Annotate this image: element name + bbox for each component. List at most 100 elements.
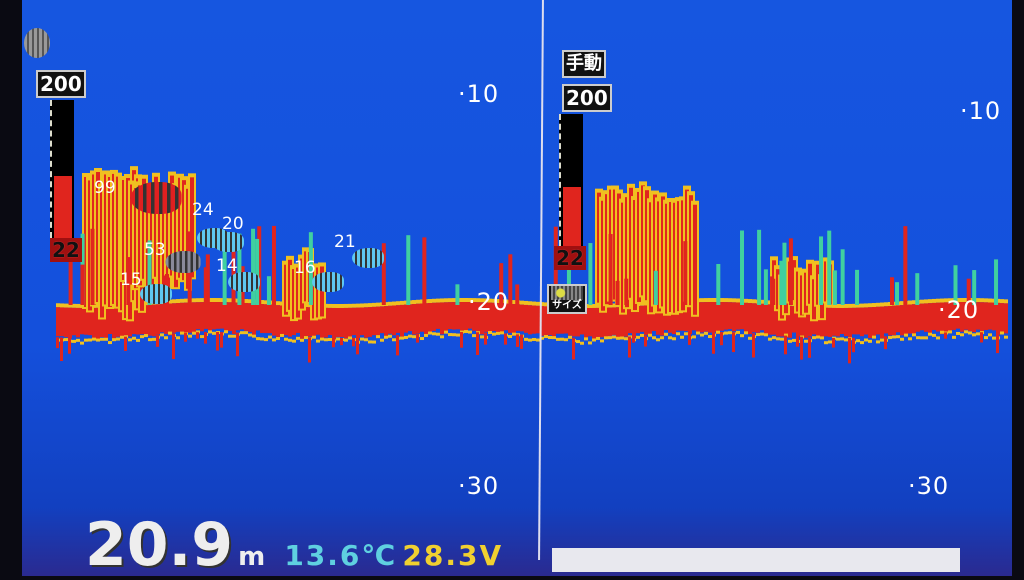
bottom-echo <box>512 300 516 305</box>
echo-column <box>608 234 613 305</box>
bottom-echo <box>920 299 924 304</box>
bottom-echo <box>1004 299 1008 304</box>
bottom-echo <box>872 303 876 308</box>
bottom-echo <box>76 307 80 338</box>
bottom-echo <box>628 306 632 334</box>
size-button[interactable]: サイズ <box>547 284 587 314</box>
bottom-echo <box>920 303 924 331</box>
bottom-echo <box>528 301 532 306</box>
bottom-echo <box>536 338 540 342</box>
bottom-echo <box>332 307 336 340</box>
left-gain-gauge[interactable] <box>50 100 74 238</box>
bottom-echo <box>672 337 676 341</box>
fish-size-label: 21 <box>334 232 356 252</box>
left-gain-value[interactable]: 200 <box>36 70 86 98</box>
bottom-echo <box>328 307 332 336</box>
bottom-echo <box>156 334 159 347</box>
bottom-echo <box>460 298 464 303</box>
bottom-echo <box>300 338 304 342</box>
echo-column <box>90 228 95 305</box>
fish-icon <box>352 248 384 268</box>
bottom-echo <box>316 307 320 335</box>
bottom-echo <box>308 307 312 337</box>
bottom-echo <box>676 332 680 336</box>
echo-column <box>624 278 629 305</box>
fish-school-echo <box>190 177 194 278</box>
bottom-echo <box>580 341 584 345</box>
bottom-echo <box>768 300 772 305</box>
bottom-echo <box>72 339 76 343</box>
bottom-echo <box>504 303 508 331</box>
bottom-echo <box>932 298 936 303</box>
echo-column <box>80 264 85 305</box>
bottom-echo <box>304 307 308 338</box>
bottom-echo <box>980 332 983 343</box>
bottom-echo <box>536 301 540 306</box>
bottom-echo <box>248 333 252 337</box>
bottom-echo <box>464 298 468 303</box>
bottom-echo <box>320 307 324 339</box>
bottom-echo <box>60 337 63 362</box>
scroll-bar[interactable] <box>552 548 960 572</box>
bottom-echo <box>400 304 404 337</box>
bottom-echo <box>468 298 472 303</box>
bottom-echo <box>300 306 304 339</box>
bottom-echo <box>64 303 68 308</box>
bottom-echo <box>808 307 812 337</box>
bottom-echo <box>948 302 952 334</box>
echo-column <box>855 269 860 305</box>
bottom-echo <box>480 302 484 335</box>
echo-column <box>832 270 837 305</box>
echo-column <box>653 270 658 305</box>
bottom-echo <box>756 303 760 333</box>
bottom-echo <box>464 330 468 334</box>
fish-size-icon <box>551 286 583 300</box>
bottom-echo <box>128 338 132 342</box>
right-gain-gauge[interactable] <box>559 114 583 246</box>
bottom-echo <box>748 303 752 335</box>
bottom-echo <box>416 333 419 343</box>
right-gain-value[interactable]: 200 <box>562 84 612 112</box>
bottom-echo <box>740 334 744 338</box>
bottom-echo <box>856 339 860 343</box>
bottom-echo <box>696 302 700 333</box>
bottom-echo <box>432 332 436 336</box>
bottom-echo <box>864 307 868 335</box>
bottom-echo <box>468 302 472 329</box>
bottom-echo <box>644 301 648 306</box>
bottom-echo <box>888 336 892 340</box>
bottom-echo <box>976 332 980 336</box>
bottom-echo <box>516 334 519 347</box>
bottom-echo <box>872 307 876 338</box>
echo-column <box>231 234 236 305</box>
bottom-echo <box>144 334 148 338</box>
bottom-echo <box>112 307 116 339</box>
bottom-echo <box>60 307 64 337</box>
bottom-echo <box>716 302 720 334</box>
bottom-echo <box>464 302 468 331</box>
manual-mode-label[interactable]: 手動 <box>562 50 606 78</box>
bottom-echo <box>724 298 728 303</box>
fish-icon <box>140 284 172 304</box>
bottom-echo <box>432 302 436 331</box>
bottom-echo <box>976 298 980 303</box>
bottom-echo <box>584 307 588 340</box>
bottom-echo <box>204 302 208 329</box>
bottom-echo <box>444 298 448 303</box>
bottom-echo <box>960 333 964 337</box>
bottom-echo <box>880 338 884 342</box>
bottom-echo <box>828 307 832 337</box>
bottom-echo <box>64 307 68 338</box>
bottom-echo <box>664 303 668 331</box>
bottom-echo <box>180 302 184 332</box>
bottom-echo <box>852 307 856 335</box>
gain-fill <box>54 175 72 238</box>
bottom-echo <box>968 302 972 331</box>
bottom-echo <box>912 304 916 334</box>
fish-alarm-icon[interactable] <box>24 28 50 58</box>
echo-column <box>770 276 775 305</box>
bottom-echo <box>900 305 904 336</box>
bottom-echo <box>992 298 996 303</box>
echo-column <box>903 226 908 305</box>
bottom-echo <box>824 307 828 337</box>
